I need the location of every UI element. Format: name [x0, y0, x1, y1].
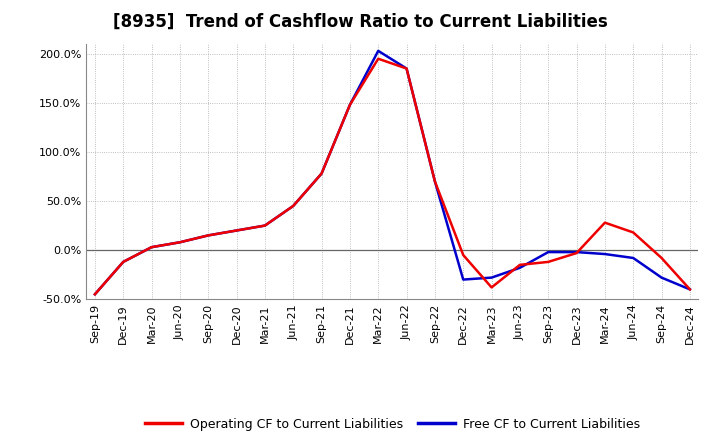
Legend: Operating CF to Current Liabilities, Free CF to Current Liabilities: Operating CF to Current Liabilities, Fre… [140, 413, 645, 436]
Text: [8935]  Trend of Cashflow Ratio to Current Liabilities: [8935] Trend of Cashflow Ratio to Curren… [112, 13, 608, 31]
